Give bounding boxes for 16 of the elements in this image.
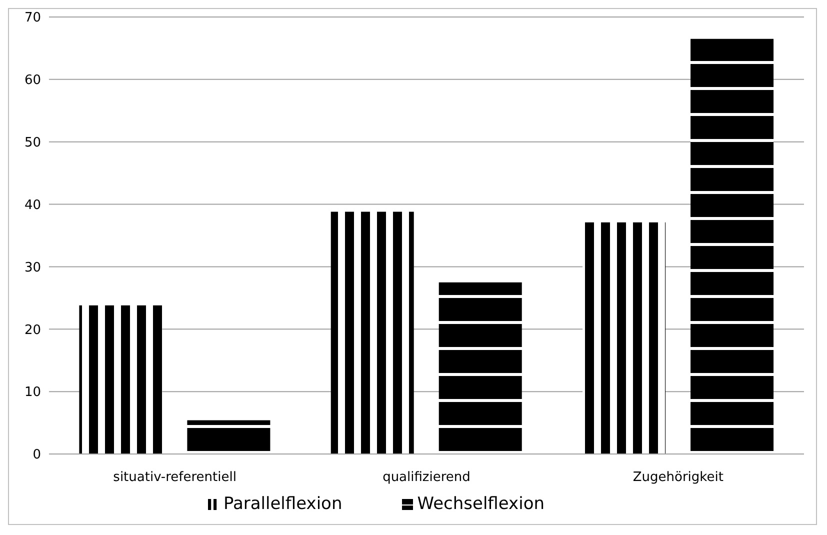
y-tick-label: 20 xyxy=(24,322,41,338)
y-tick-label: 40 xyxy=(24,198,41,213)
y-tick-label: 30 xyxy=(24,260,41,276)
y-tick-label: 10 xyxy=(24,385,41,400)
bar xyxy=(79,305,162,454)
y-tick-label: 0 xyxy=(32,448,41,463)
x-tick-label: situativ-referentiell xyxy=(113,470,236,486)
y-tick-label: 50 xyxy=(24,135,41,150)
legend-label: Parallelflexion xyxy=(223,494,342,514)
y-tick-label: 70 xyxy=(24,10,41,26)
x-tick-label: Zugehörigkeit xyxy=(632,470,724,486)
bar xyxy=(582,222,666,454)
y-tick-label: 60 xyxy=(24,73,41,88)
bar xyxy=(330,212,414,454)
legend-label: Wechselflexion xyxy=(417,494,545,514)
x-tick-label: qualifizierend xyxy=(382,470,470,486)
